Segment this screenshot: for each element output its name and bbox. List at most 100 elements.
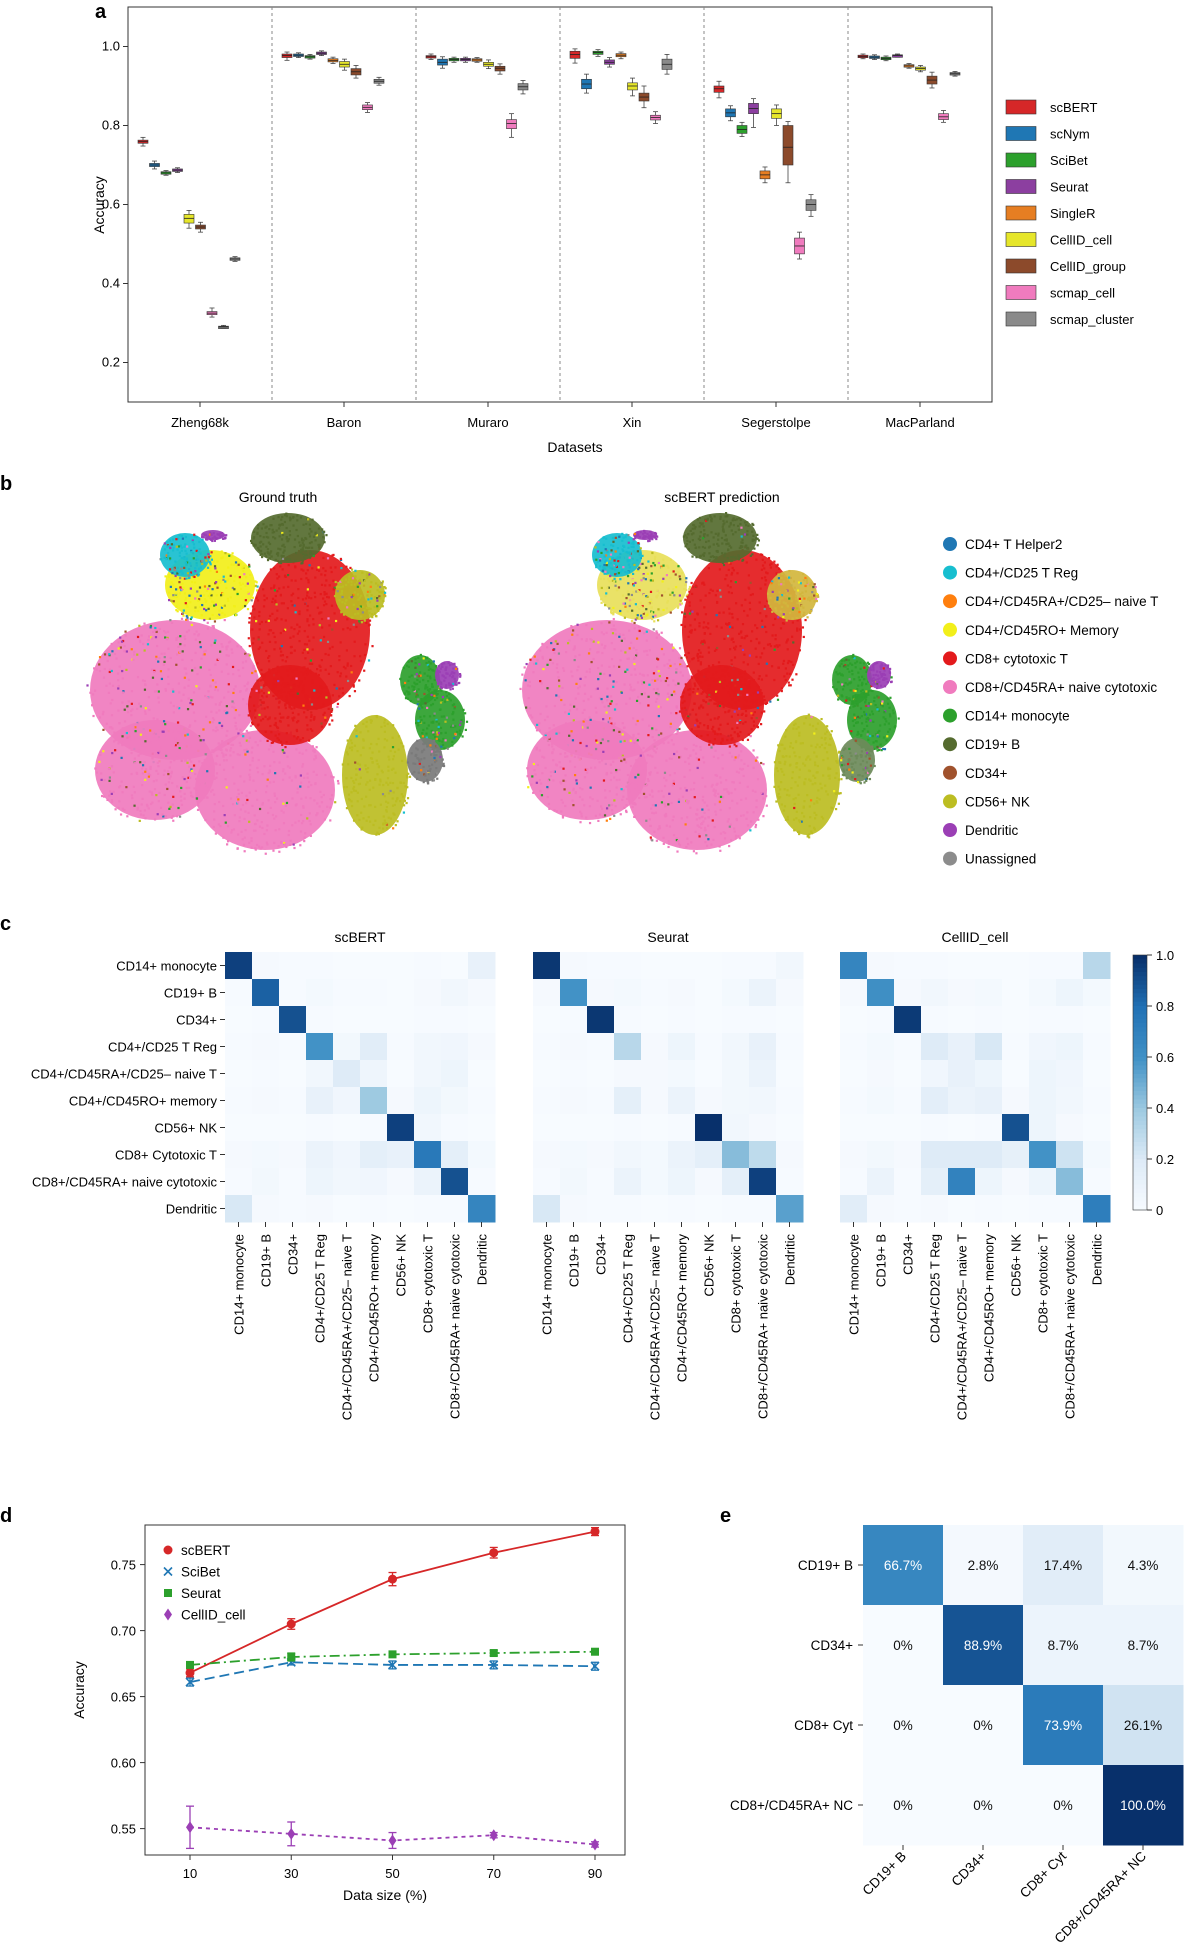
heatmap-cell: [668, 952, 696, 980]
heatmap-cell: [1029, 1141, 1057, 1169]
y-tick-label: 0.75: [111, 1558, 136, 1573]
heatmap-cell: [614, 1195, 642, 1223]
umap-legend-label: Unassigned: [965, 852, 1036, 867]
heatmap-col-label: CD4+/CD45RO+ memory: [367, 1234, 382, 1383]
heatmap-cell: [360, 1114, 388, 1142]
panel-e-confusion-matrix: e 66.7% 2.8% 17.4% 4.3% 0% 88.9% 8.7% 8.7% 0% 0% 7…: [720, 1505, 1184, 1946]
panel-a-boxplot: a 0.2 0.4 0.6 0.8 1.0 Zheng68k Baron Muraro Xin…: [91, 1, 1134, 455]
matrix-cell: 8.7%: [1023, 1605, 1104, 1686]
legend-label: scmap_cell: [1050, 286, 1115, 301]
colorbar-step: [1133, 989, 1147, 994]
umap-legend-item: CD4+/CD45RA+/CD25– naive T: [943, 594, 1158, 609]
heatmap-cell: [840, 1141, 868, 1169]
heatmap-cell: [614, 1006, 642, 1034]
marker: [286, 1619, 296, 1629]
cluster-cd14-monocyte: [832, 653, 900, 785]
heatmap-cell: [776, 1141, 804, 1169]
box-MacParland-scmap_cell: [938, 110, 949, 123]
heatmap-cell: [722, 1060, 750, 1088]
heatmap-cell: [975, 1006, 1003, 1034]
heatmap-cell: [894, 1168, 922, 1196]
heatmap-col-label: CD19+ B: [259, 1234, 274, 1287]
heatmap-cell: [587, 1168, 615, 1196]
heatmap-cell: [668, 1033, 696, 1061]
heatmap-cell: [867, 979, 895, 1007]
colorbar-step: [1133, 1176, 1147, 1181]
heatmap-cell: [614, 952, 642, 980]
heatmap-cell: [921, 1033, 949, 1061]
colorbar-step: [1133, 1078, 1147, 1084]
heatmap-cell: [279, 1141, 307, 1169]
umap-legend-label: CD56+ NK: [965, 794, 1030, 809]
box-Segerstolpe-SciBet: [736, 121, 748, 137]
heatmap-cell: [975, 1087, 1003, 1115]
heatmap-cell: [279, 1114, 307, 1142]
colorbar-step: [1133, 1137, 1147, 1143]
legend-item-CellID_cell: CellID_cell: [164, 1608, 246, 1623]
heatmap-cell: [387, 979, 415, 1007]
colorbar-step: [1133, 1035, 1147, 1041]
heatmap-cell: [279, 1195, 307, 1223]
heatmap-cell: [975, 952, 1003, 980]
box-Xin-Seurat: [604, 57, 615, 68]
heatmap-cell: [1002, 1195, 1030, 1223]
heatmap-cell: [867, 1141, 895, 1169]
plot-frame: [127, 6, 993, 403]
heatmap-cell: [776, 1060, 804, 1088]
y-tick-label: 0.70: [111, 1624, 136, 1639]
colorbar-step: [1133, 980, 1147, 986]
heatmap-cell: [749, 1006, 777, 1034]
heatmap-cell: [840, 1033, 868, 1061]
heatmap-cell: [867, 1114, 895, 1142]
heatmap-cell: [1029, 1168, 1057, 1196]
x-tick-label: Baron: [327, 415, 362, 430]
colorbar-step: [1133, 1184, 1147, 1190]
umap-ground-truth: [86, 512, 469, 855]
box-Zheng68k-scBERT: [137, 136, 149, 147]
legend-label: Seurat: [1050, 180, 1089, 195]
colorbar-step: [1133, 1146, 1147, 1152]
matrix-row-label: CD34+: [811, 1638, 854, 1653]
box-Zheng68k-scmap_cluster: [229, 256, 241, 262]
y-axis-title: Accuracy: [91, 176, 107, 234]
colorbar-step: [1133, 1052, 1147, 1058]
heatmap-cell: [668, 1141, 696, 1169]
heatmap-cell: [867, 1033, 895, 1061]
x-tick-label: 70: [487, 1866, 501, 1881]
legend-item-scBERT: scBERT: [1005, 99, 1097, 115]
heatmap-cell: [867, 1195, 895, 1223]
heatmap-cell: [333, 1195, 361, 1223]
heatmap-cell: [306, 1141, 334, 1169]
heatmap-cell: [1002, 1114, 1030, 1142]
colorbar-step: [1133, 1159, 1147, 1164]
matrix-cell-label: 0%: [973, 1798, 993, 1813]
box-Baron-scBERT: [281, 51, 293, 61]
heatmap-cell: [252, 1033, 280, 1061]
heatmap-cell: [360, 1006, 388, 1034]
box-MacParland-scmap_cluster: [949, 70, 961, 77]
heatmap-cell: [441, 1195, 469, 1223]
umap-legend-label: CD8+/CD45RA+ naive cytotoxic: [965, 680, 1157, 695]
heatmap-cell: [975, 1033, 1003, 1061]
heatmap-cell: [722, 1114, 750, 1142]
y-tick-label: 0.2: [102, 355, 120, 370]
x-tick-label: Xin: [623, 415, 642, 430]
heatmap-cell: [894, 952, 922, 980]
plot-frame-d: [144, 1524, 626, 1856]
heatmap-cell: [695, 1114, 723, 1142]
heatmap-cell: [614, 1114, 642, 1142]
heatmap-cell: [387, 1195, 415, 1223]
heatmap-cell: [252, 1060, 280, 1088]
y-tick-label: 0.60: [111, 1756, 136, 1771]
y-tick-label: 0.8: [102, 118, 120, 133]
colorbar-step: [1133, 1006, 1147, 1011]
matrix-cell-label: 66.7%: [884, 1558, 922, 1573]
matrix-cell: 100.0%: [1103, 1765, 1184, 1846]
heatmap-col-label: Dendritic: [1090, 1234, 1105, 1286]
y-tick-label: 0.65: [111, 1690, 136, 1705]
heatmap-cell: [1083, 1168, 1111, 1196]
heatmap-cell: [279, 1060, 307, 1088]
umap-legend-label: CD19+ B: [965, 737, 1020, 752]
series-SciBet: [185, 1657, 600, 1687]
heatmap-cell: [333, 1033, 361, 1061]
